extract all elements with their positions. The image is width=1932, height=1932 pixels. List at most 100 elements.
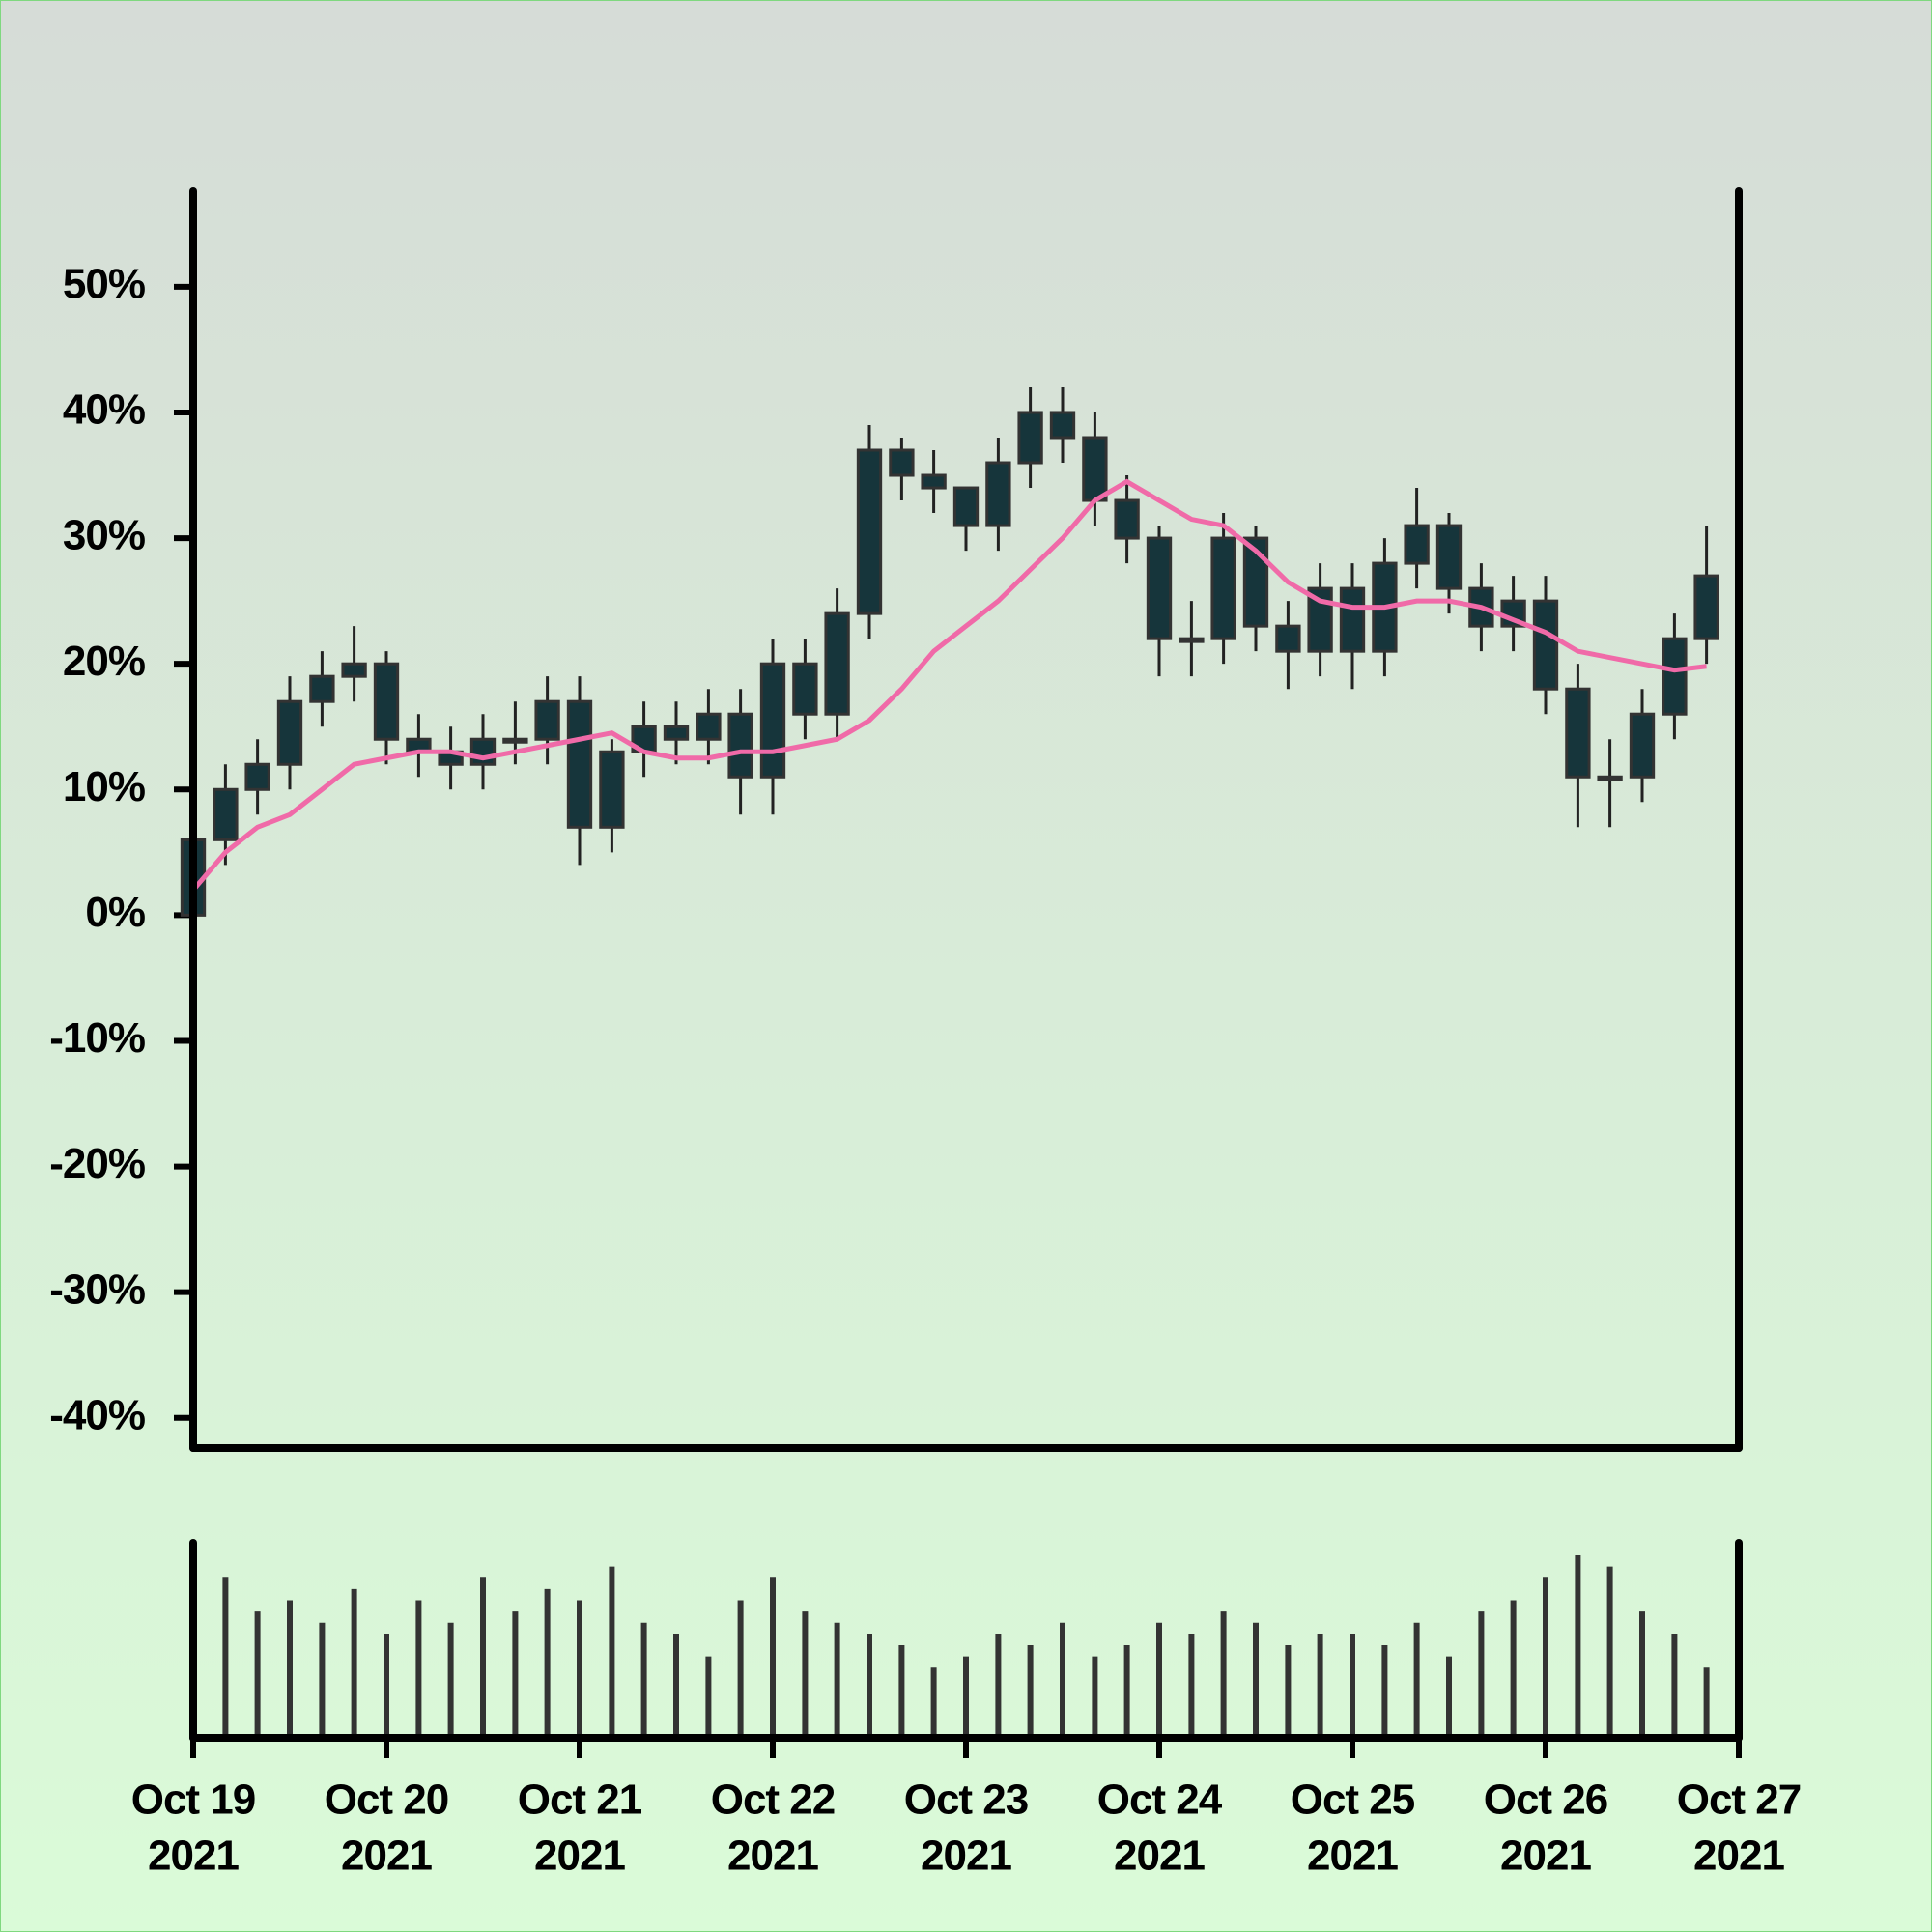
volume-bar (415, 1600, 422, 1735)
volume-bar (1478, 1611, 1485, 1735)
volume-bar (1639, 1611, 1645, 1735)
volume-bar (577, 1600, 582, 1735)
volume-bar (1253, 1622, 1259, 1735)
y-tick-label: 10% (63, 763, 145, 810)
candle-body (921, 473, 947, 490)
volume-bar (609, 1566, 615, 1735)
volume-bar (898, 1645, 905, 1735)
moving-average-line (191, 478, 1707, 892)
volume-bar (867, 1634, 872, 1735)
volume-bar (1543, 1577, 1548, 1735)
x-tick-label: 2021 (921, 1833, 1011, 1880)
volume-bar (1092, 1656, 1098, 1735)
volume-bar (1027, 1645, 1034, 1735)
y-tick-label: 20% (63, 638, 145, 685)
y-tick-label: 40% (63, 386, 145, 434)
candle-body (1404, 524, 1430, 565)
candle-body (1629, 712, 1656, 779)
candle-body (1532, 599, 1559, 691)
volume-bar (737, 1600, 744, 1735)
volume-bar (930, 1667, 937, 1735)
volume-bar (512, 1611, 519, 1735)
candle-body (1242, 536, 1269, 628)
volume-bar (287, 1600, 293, 1735)
axes-frame (189, 187, 1743, 1742)
candle-body (1275, 624, 1301, 653)
volume-bar (1446, 1656, 1452, 1735)
x-tick-label: 2021 (1500, 1833, 1591, 1880)
volume-bar (544, 1588, 551, 1735)
candle-body (1179, 637, 1205, 643)
candle-body (534, 699, 560, 741)
x-tick-label: Oct 22 (711, 1776, 836, 1824)
volume-bar (1060, 1622, 1065, 1735)
candle-body (1565, 687, 1591, 779)
x-tick-label: 2021 (534, 1833, 625, 1880)
candle-body (1114, 498, 1140, 540)
candle-body (1339, 586, 1366, 653)
volume-bar (673, 1634, 679, 1735)
candle-body (792, 662, 818, 716)
x-tick-label: 2021 (727, 1833, 818, 1880)
candle-body (1435, 524, 1463, 590)
candle-body (1693, 574, 1719, 640)
x-tick-label: Oct 23 (904, 1776, 1029, 1824)
candle-body (759, 662, 786, 779)
y-tick-label: 30% (63, 512, 145, 559)
volume-bar (1510, 1600, 1517, 1735)
volume-bar (351, 1588, 357, 1735)
volume-bar (384, 1634, 389, 1735)
x-tick-label: Oct 25 (1291, 1776, 1415, 1824)
candle-body (889, 448, 915, 477)
volume-bar (640, 1622, 647, 1735)
candle-body (663, 724, 690, 741)
candle-body (1597, 775, 1623, 781)
candle-body (341, 662, 367, 678)
candle-body (244, 762, 270, 791)
y-tick-label: -20% (49, 1140, 145, 1187)
y-tick-label: -30% (49, 1265, 145, 1313)
x-tick-label: Oct 24 (1097, 1776, 1223, 1824)
candle-body (373, 662, 400, 741)
candle-body (213, 787, 239, 841)
x-tick-label: Oct 27 (1677, 1776, 1802, 1824)
y-tick-label: 0% (85, 889, 145, 936)
volume-bar (770, 1577, 776, 1735)
candle-body (1210, 536, 1236, 640)
x-tick-label: 2021 (341, 1833, 432, 1880)
y-tick-label: -40% (49, 1391, 145, 1438)
volume-bar (802, 1611, 809, 1735)
volume-bar (480, 1577, 486, 1735)
volume-bar (1317, 1634, 1323, 1735)
y-tick-label: -10% (49, 1014, 145, 1062)
volume-bar (1413, 1622, 1420, 1735)
x-tick-label: 2021 (1307, 1833, 1398, 1880)
candle-body (469, 737, 497, 766)
volume-bar (995, 1634, 1002, 1735)
volume-bar (705, 1656, 712, 1735)
volume-bar (447, 1622, 454, 1735)
volume-bar (1123, 1645, 1130, 1735)
volume-bar (1350, 1634, 1355, 1735)
volume-bar (834, 1622, 840, 1735)
x-tick-label: 2021 (1114, 1833, 1205, 1880)
volume-bar (1606, 1566, 1613, 1735)
volume-bar (1575, 1555, 1581, 1735)
candle-body (696, 712, 722, 741)
candle-body (727, 712, 753, 779)
volume-bar (1703, 1667, 1710, 1735)
volume-bar (1156, 1622, 1162, 1735)
candle-body (824, 611, 850, 716)
candle-body (952, 486, 980, 527)
volume-bar (222, 1577, 229, 1735)
volume-bar (1220, 1611, 1227, 1735)
x-tick-label: Oct 21 (518, 1776, 642, 1824)
x-tick-label: Oct 26 (1484, 1776, 1608, 1824)
volume-bar (963, 1656, 969, 1735)
candle-body (309, 674, 335, 703)
candle-body (1662, 637, 1688, 716)
candle-body (985, 461, 1011, 527)
y-tick-label: 50% (63, 261, 145, 308)
